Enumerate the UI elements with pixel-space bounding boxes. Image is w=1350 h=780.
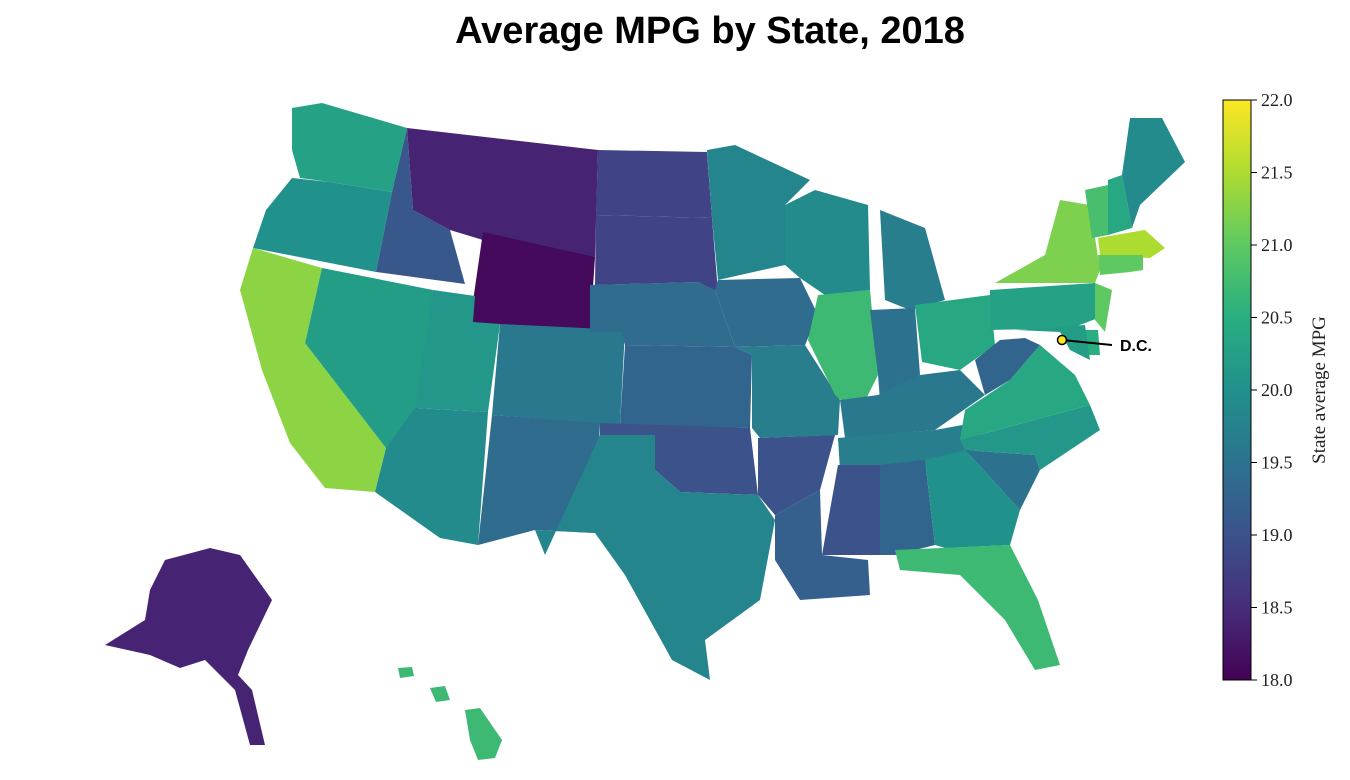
colorbar-tick-label: 20.0 xyxy=(1261,380,1293,400)
state-co xyxy=(492,324,625,425)
state-ct xyxy=(1098,255,1130,275)
state-ky xyxy=(840,370,985,438)
state-mo xyxy=(735,345,840,438)
state-oh xyxy=(915,295,995,370)
state-ne xyxy=(590,282,735,347)
state-id xyxy=(376,128,465,284)
state-nh xyxy=(1108,175,1132,235)
state-or xyxy=(253,178,392,272)
state-ma xyxy=(1098,230,1165,258)
state-mi xyxy=(880,210,945,310)
chart-title: Average MPG by State, 2018 xyxy=(455,10,965,52)
state-ms xyxy=(822,465,880,555)
state-va xyxy=(960,345,1090,440)
state-tx xyxy=(535,435,775,680)
colorbar-label: State average MPG xyxy=(1309,316,1330,464)
state-in xyxy=(870,308,920,400)
colorbar-tick-label: 21.0 xyxy=(1261,235,1293,255)
state-il xyxy=(808,290,878,415)
state-pa xyxy=(990,283,1098,330)
state-fl xyxy=(895,545,1060,670)
state-vt xyxy=(1085,185,1108,238)
state-sc xyxy=(965,450,1040,510)
colorbar-tick-label: 18.0 xyxy=(1261,670,1293,690)
state-wv xyxy=(975,338,1040,395)
state-hi xyxy=(465,708,502,760)
state-wa xyxy=(292,103,407,192)
state-az xyxy=(375,408,488,545)
state-md xyxy=(1015,325,1090,360)
state-ks xyxy=(620,345,752,428)
state-ca xyxy=(240,248,386,492)
state-wy xyxy=(470,232,595,332)
state-me xyxy=(1122,118,1185,228)
state-al xyxy=(880,460,935,555)
state-sd xyxy=(595,215,718,292)
state-ak xyxy=(105,548,272,745)
colorbar-tick-label: 21.5 xyxy=(1261,163,1293,183)
colorbar-tick-label: 20.5 xyxy=(1261,308,1293,328)
state-la xyxy=(775,490,870,600)
colorbar-tick-label: 19.5 xyxy=(1261,453,1293,473)
colorbar-tick-label: 22.0 xyxy=(1261,90,1293,110)
dc-label: D.C. xyxy=(1120,338,1152,355)
colorbar-tick-label: 19.0 xyxy=(1261,525,1293,545)
colorbar-gradient xyxy=(1222,99,1252,681)
state-ri xyxy=(1130,255,1143,272)
states-layer xyxy=(105,103,1185,760)
dc-leader-line xyxy=(1061,339,1113,346)
state-hi-islands xyxy=(430,686,450,702)
state-ar xyxy=(758,435,835,515)
state-mt xyxy=(407,128,598,257)
state-ut xyxy=(415,290,500,412)
state-nc xyxy=(960,405,1100,470)
colorbar-ticks: 18.0 18.5 19.0 19.5 20.0 20.5 21.0 21.5 22.0 xyxy=(1251,90,1293,690)
state-mn xyxy=(707,145,810,280)
colorbar: 18.0 18.5 19.0 19.5 20.0 20.5 21.0 21.5 22.0 Sta… xyxy=(1222,90,1330,690)
dc-annotation: D.C. xyxy=(1056,334,1152,355)
dc-marker xyxy=(1056,334,1068,346)
state-nj xyxy=(1095,283,1112,332)
colorbar-tick-label: 18.5 xyxy=(1261,598,1293,618)
state-ok xyxy=(600,423,758,495)
state-wi xyxy=(785,190,870,295)
state-ia xyxy=(715,278,818,347)
state-ny xyxy=(995,200,1100,283)
state-hi-kauai xyxy=(398,667,414,678)
state-nd xyxy=(596,150,712,218)
state-ga xyxy=(925,450,1020,548)
state-nv xyxy=(305,268,433,448)
